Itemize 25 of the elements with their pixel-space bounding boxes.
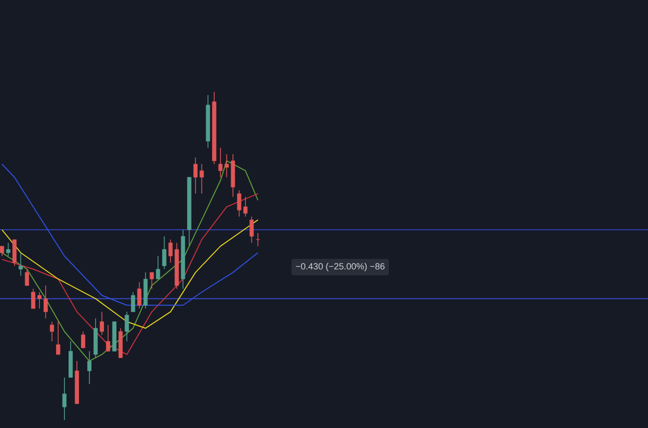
text: −0.430 (−25.00%) −86 xyxy=(296,262,385,272)
candlestick xyxy=(168,239,173,263)
candlestick xyxy=(62,377,66,421)
candlestick xyxy=(150,272,154,290)
candlestick xyxy=(50,321,54,342)
candlestick xyxy=(193,157,198,194)
candlestick xyxy=(156,256,160,280)
candlestick xyxy=(200,164,204,194)
candlestick xyxy=(162,236,166,270)
candlestick xyxy=(44,285,48,319)
candlestick xyxy=(18,252,23,276)
candlestick xyxy=(87,350,92,384)
candlestick xyxy=(100,311,104,336)
candlestick xyxy=(56,321,60,355)
candlestick xyxy=(0,246,4,256)
candlestick xyxy=(250,216,254,244)
candlestick xyxy=(124,311,129,342)
candlestick xyxy=(81,331,86,348)
candlestick xyxy=(131,292,136,312)
candlestick xyxy=(6,242,10,256)
candlestick xyxy=(24,268,30,286)
candlestick xyxy=(12,239,17,266)
candlestick xyxy=(218,147,223,178)
candlestick xyxy=(137,282,142,309)
candlestick xyxy=(106,324,110,352)
